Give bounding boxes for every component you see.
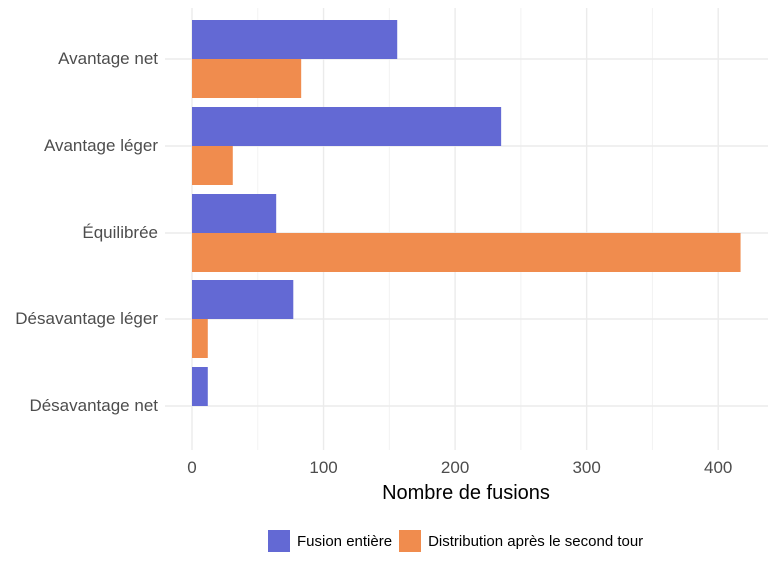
bar <box>192 233 741 272</box>
legend-swatch-blue <box>268 530 290 552</box>
y-axis-label: Avantage net <box>58 49 158 68</box>
legend-item-distribution: Distribution après le second tour <box>399 530 643 552</box>
x-tick-label: 400 <box>704 458 733 477</box>
bar <box>192 194 277 233</box>
x-tick-label: 0 <box>187 458 197 477</box>
bar <box>192 20 398 59</box>
legend: Fusion entière Distribution après le sec… <box>268 530 650 552</box>
bar <box>192 280 294 319</box>
x-tick-label: 200 <box>440 458 470 477</box>
y-axis-label: Désavantage léger <box>15 309 158 328</box>
x-axis-title: Nombre de fusions <box>382 482 550 504</box>
bar <box>192 146 233 185</box>
legend-label: Fusion entière <box>297 532 393 550</box>
bar <box>192 59 302 98</box>
bar <box>192 319 208 358</box>
bar <box>192 107 502 146</box>
x-tick-label: 100 <box>309 458 338 477</box>
legend-swatch-orange <box>399 530 422 552</box>
legend-label: Distribution après le second tour <box>428 532 644 550</box>
y-axis-label: Équilibrée <box>82 223 158 242</box>
y-axis-label: Désavantage net <box>29 396 158 415</box>
x-tick-label: 300 <box>572 458 601 477</box>
legend-item-fusion-entiere: Fusion entière <box>268 530 392 552</box>
bar <box>192 367 208 406</box>
y-axis-label: Avantage léger <box>43 136 158 155</box>
